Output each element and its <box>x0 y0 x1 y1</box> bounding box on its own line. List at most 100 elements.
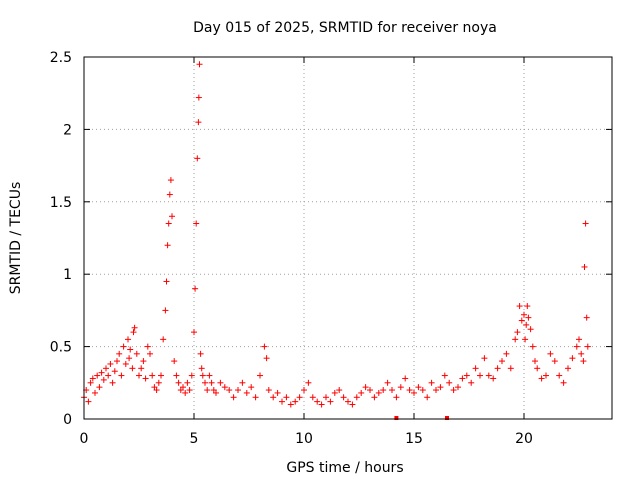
data-point <box>437 384 444 391</box>
data-point <box>160 336 167 343</box>
data-point <box>202 379 208 386</box>
data-point <box>206 372 213 379</box>
data-point <box>194 155 201 162</box>
data-point <box>485 372 492 379</box>
data-point <box>204 387 211 394</box>
data-point <box>100 376 107 383</box>
data-point <box>340 394 347 401</box>
data-point <box>127 346 134 353</box>
data-point <box>116 350 123 357</box>
data-point <box>446 379 453 386</box>
data-point <box>165 220 172 227</box>
data-point <box>118 372 125 379</box>
data-point <box>213 389 219 396</box>
tick-labels: 0 5 10 15 20 0 0.5 1 1.5 2 2.5 <box>50 50 533 447</box>
chart-title: Day 015 of 2025, SRMTID for receiver noy… <box>193 20 497 36</box>
data-point <box>111 368 118 375</box>
data-point <box>217 379 224 386</box>
x-tick-label: 15 <box>405 431 423 447</box>
data-point <box>274 389 281 396</box>
data-point <box>198 365 205 372</box>
data-point <box>477 372 483 379</box>
y-tick-label: 2 <box>63 122 72 138</box>
x-axis-label: GPS time / hours <box>286 460 403 476</box>
data-point <box>524 303 531 310</box>
data-point <box>120 343 127 350</box>
data-point <box>158 372 164 379</box>
data-point <box>415 384 422 391</box>
data-point <box>140 358 147 365</box>
data-point <box>481 355 488 362</box>
data-point <box>516 303 523 310</box>
data-point <box>239 379 246 386</box>
data-point <box>514 329 521 336</box>
x-tick-label: 20 <box>515 431 533 447</box>
data-point <box>191 329 197 336</box>
data-point <box>569 355 576 362</box>
data-point <box>532 358 538 365</box>
data-point <box>180 384 186 391</box>
data-point <box>195 94 202 101</box>
data-point <box>380 387 387 394</box>
data-point <box>522 336 529 343</box>
data-point <box>576 336 582 343</box>
data-point <box>362 384 369 391</box>
data-point <box>130 329 137 336</box>
plot-frame <box>83 56 613 420</box>
y-tick-label: 1.5 <box>50 195 72 211</box>
data-point <box>208 379 215 386</box>
data-point <box>188 372 195 379</box>
data-point <box>371 394 378 401</box>
data-point <box>527 326 534 333</box>
data-point <box>582 220 589 227</box>
data-point <box>468 379 475 386</box>
data-point <box>523 321 530 328</box>
data-point <box>147 350 153 357</box>
data-point <box>441 372 448 379</box>
y-tick-label: 1 <box>63 267 72 283</box>
data-point <box>136 372 142 379</box>
data-point <box>87 379 94 386</box>
data-point <box>96 384 103 391</box>
data-point <box>345 398 351 405</box>
data-point <box>573 343 580 350</box>
data-point <box>163 278 170 285</box>
data-point <box>490 375 497 382</box>
data-point <box>547 350 554 357</box>
data-point <box>521 311 527 318</box>
data-point <box>221 384 228 391</box>
data-point <box>192 285 199 292</box>
data-point <box>226 387 233 394</box>
data-point <box>199 372 206 379</box>
y-tick-label: 2.5 <box>50 50 72 66</box>
data-point <box>584 343 591 350</box>
data-point <box>155 379 162 386</box>
data-point <box>503 350 510 357</box>
data-point <box>411 389 417 396</box>
data-point <box>263 355 270 362</box>
data-point <box>292 398 299 405</box>
data-point <box>455 384 461 391</box>
data-point <box>581 263 588 270</box>
data-point <box>406 387 413 394</box>
data-point <box>164 242 171 249</box>
x-tick-label: 0 <box>80 431 89 447</box>
data-point <box>331 389 338 396</box>
data-point <box>129 365 136 372</box>
data-point <box>283 394 290 401</box>
data-point <box>543 372 549 379</box>
data-point <box>235 387 241 394</box>
data-point <box>133 350 140 357</box>
data-point <box>336 387 343 394</box>
y-tick-label: 0 <box>63 412 72 428</box>
data-point <box>459 375 466 382</box>
data-point <box>358 389 365 396</box>
data-point <box>353 394 360 401</box>
data-point <box>560 379 567 386</box>
y-tick-label: 0.5 <box>50 340 72 356</box>
ground-mark <box>394 416 399 420</box>
data-point <box>393 394 400 401</box>
data-point <box>122 360 129 367</box>
data-point <box>287 401 294 408</box>
